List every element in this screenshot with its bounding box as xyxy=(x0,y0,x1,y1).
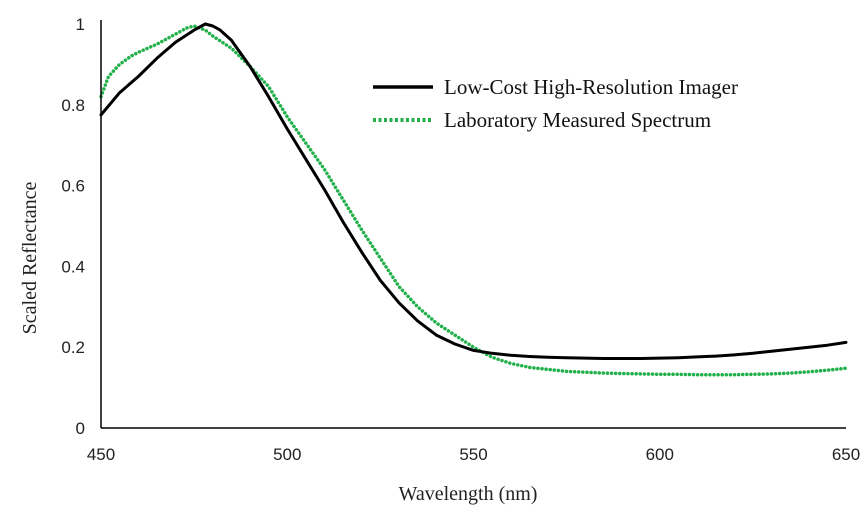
x-axis-title: Wavelength (nm) xyxy=(399,483,538,505)
y-tick-label: 1 xyxy=(76,15,85,34)
series-layer xyxy=(99,22,848,377)
y-tick-label: 0.2 xyxy=(61,338,85,357)
x-tick-label: 650 xyxy=(832,445,860,464)
x-tick-label: 550 xyxy=(459,445,487,464)
y-tick-label: 0.4 xyxy=(61,257,85,276)
x-tick-label: 600 xyxy=(646,445,674,464)
legend-label-laboratory: Laboratory Measured Spectrum xyxy=(444,108,711,132)
x-tick-label: 450 xyxy=(87,445,115,464)
legend-item-laboratory: Laboratory Measured Spectrum xyxy=(373,108,711,132)
y-tick-label: 0.6 xyxy=(61,177,85,196)
x-tick-label: 500 xyxy=(273,445,301,464)
y-axis-title: Scaled Reflectance xyxy=(19,182,41,335)
series-line-laboratory-measured-spectrum xyxy=(99,24,848,377)
legend-item-imager: Low-Cost High-Resolution Imager xyxy=(373,75,738,99)
y-tick-label: 0 xyxy=(76,419,85,438)
ticks-layer: 0 0.2 0.4 0.6 0.8 1 450 500 550 600 650 xyxy=(61,15,860,464)
y-tick-label: 0.8 xyxy=(61,96,85,115)
legend-label-imager: Low-Cost High-Resolution Imager xyxy=(444,75,738,99)
series-line-low-cost-imager xyxy=(99,22,848,360)
legend: Low-Cost High-Resolution Imager Laborato… xyxy=(373,75,738,132)
